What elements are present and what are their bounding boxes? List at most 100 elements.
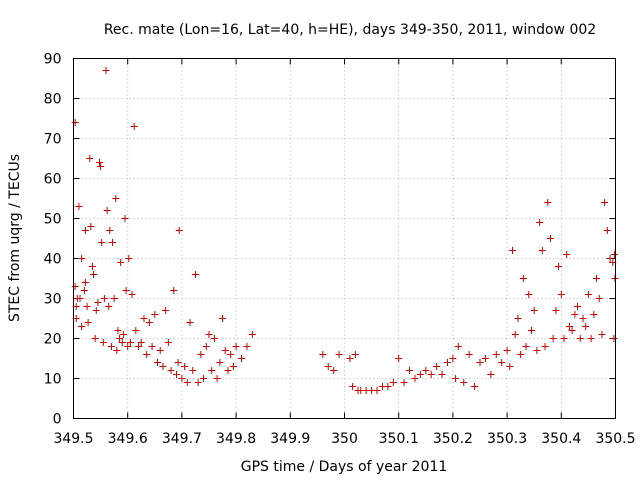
data-point <box>92 307 100 314</box>
data-point <box>174 359 182 366</box>
data-point <box>465 351 473 358</box>
data-point <box>335 351 343 358</box>
data-point <box>126 339 134 346</box>
x-tick-label: 349.8 <box>216 431 256 447</box>
data-point <box>125 255 133 262</box>
data-point <box>243 343 251 350</box>
data-point <box>511 331 519 338</box>
data-point <box>116 335 124 342</box>
data-points <box>71 67 619 394</box>
x-tick-label: 350.1 <box>379 431 419 447</box>
x-tick-label: 349.6 <box>108 431 148 447</box>
data-point <box>384 383 392 390</box>
data-point <box>601 199 609 206</box>
data-point <box>530 307 538 314</box>
data-point <box>527 327 535 334</box>
data-point <box>552 307 560 314</box>
data-point <box>584 291 592 298</box>
data-point <box>582 323 590 330</box>
data-point <box>438 371 446 378</box>
data-point <box>546 235 554 242</box>
data-point <box>610 335 618 342</box>
data-point <box>606 255 614 262</box>
data-point <box>452 375 460 382</box>
data-point <box>159 363 167 370</box>
data-point <box>557 291 565 298</box>
x-tick-label: 350.3 <box>487 431 527 447</box>
data-point <box>248 331 256 338</box>
data-point <box>170 287 178 294</box>
x-tick-label: 350.4 <box>541 431 581 447</box>
x-tick-label: 350.2 <box>433 431 473 447</box>
data-point <box>555 263 563 270</box>
data-point <box>88 263 96 270</box>
data-point <box>481 355 489 362</box>
data-point <box>590 311 598 318</box>
data-point <box>117 259 125 266</box>
data-point <box>538 247 546 254</box>
data-point <box>593 275 601 282</box>
data-point <box>514 315 522 322</box>
data-point <box>181 363 189 370</box>
data-point <box>130 123 138 130</box>
data-point <box>97 163 105 170</box>
data-point <box>351 351 359 358</box>
data-point <box>213 375 221 382</box>
data-point <box>71 283 79 290</box>
grid-lines <box>73 58 616 419</box>
data-point <box>112 195 120 202</box>
data-point <box>87 223 95 230</box>
data-point <box>416 371 424 378</box>
data-point <box>119 331 127 338</box>
data-point <box>503 347 511 354</box>
data-point <box>319 351 327 358</box>
data-point <box>78 323 86 330</box>
data-point <box>346 355 354 362</box>
data-point <box>549 335 557 342</box>
data-point <box>194 379 202 386</box>
data-point <box>105 303 113 310</box>
x-tick-label: 350.5 <box>595 431 635 447</box>
data-point <box>487 371 495 378</box>
data-point <box>216 359 224 366</box>
data-point <box>595 295 603 302</box>
x-tick-label: 349.9 <box>270 431 310 447</box>
data-point <box>145 319 153 326</box>
data-point <box>598 331 606 338</box>
data-point <box>449 355 457 362</box>
data-point <box>106 227 114 234</box>
y-tick-labels: 0 10 20 30 40 50 60 70 80 90 <box>44 52 62 428</box>
data-point <box>389 379 397 386</box>
data-point <box>102 67 110 74</box>
data-point <box>151 311 159 318</box>
data-point <box>544 199 552 206</box>
data-point <box>476 359 484 366</box>
data-point <box>498 359 506 366</box>
x-tick-label: 349.7 <box>162 431 202 447</box>
data-point <box>238 355 246 362</box>
data-point <box>71 119 79 126</box>
data-point <box>135 343 143 350</box>
data-point <box>99 339 107 346</box>
data-point <box>154 359 162 366</box>
data-point <box>395 355 403 362</box>
data-point <box>400 379 408 386</box>
data-point <box>175 227 183 234</box>
data-point <box>113 347 121 354</box>
data-point <box>563 251 571 258</box>
data-point <box>200 375 208 382</box>
y-tick-label: 30 <box>44 292 62 308</box>
data-point <box>132 327 140 334</box>
x-tick-label: 349.5 <box>53 431 93 447</box>
data-point <box>90 271 98 278</box>
data-point <box>349 383 357 390</box>
y-tick-label: 70 <box>44 132 62 148</box>
data-point <box>509 247 517 254</box>
data-point <box>522 343 530 350</box>
y-tick-label: 50 <box>44 212 62 228</box>
data-point <box>94 299 102 306</box>
data-point <box>330 367 338 374</box>
data-point <box>118 339 126 346</box>
y-tick-label: 80 <box>44 92 62 108</box>
